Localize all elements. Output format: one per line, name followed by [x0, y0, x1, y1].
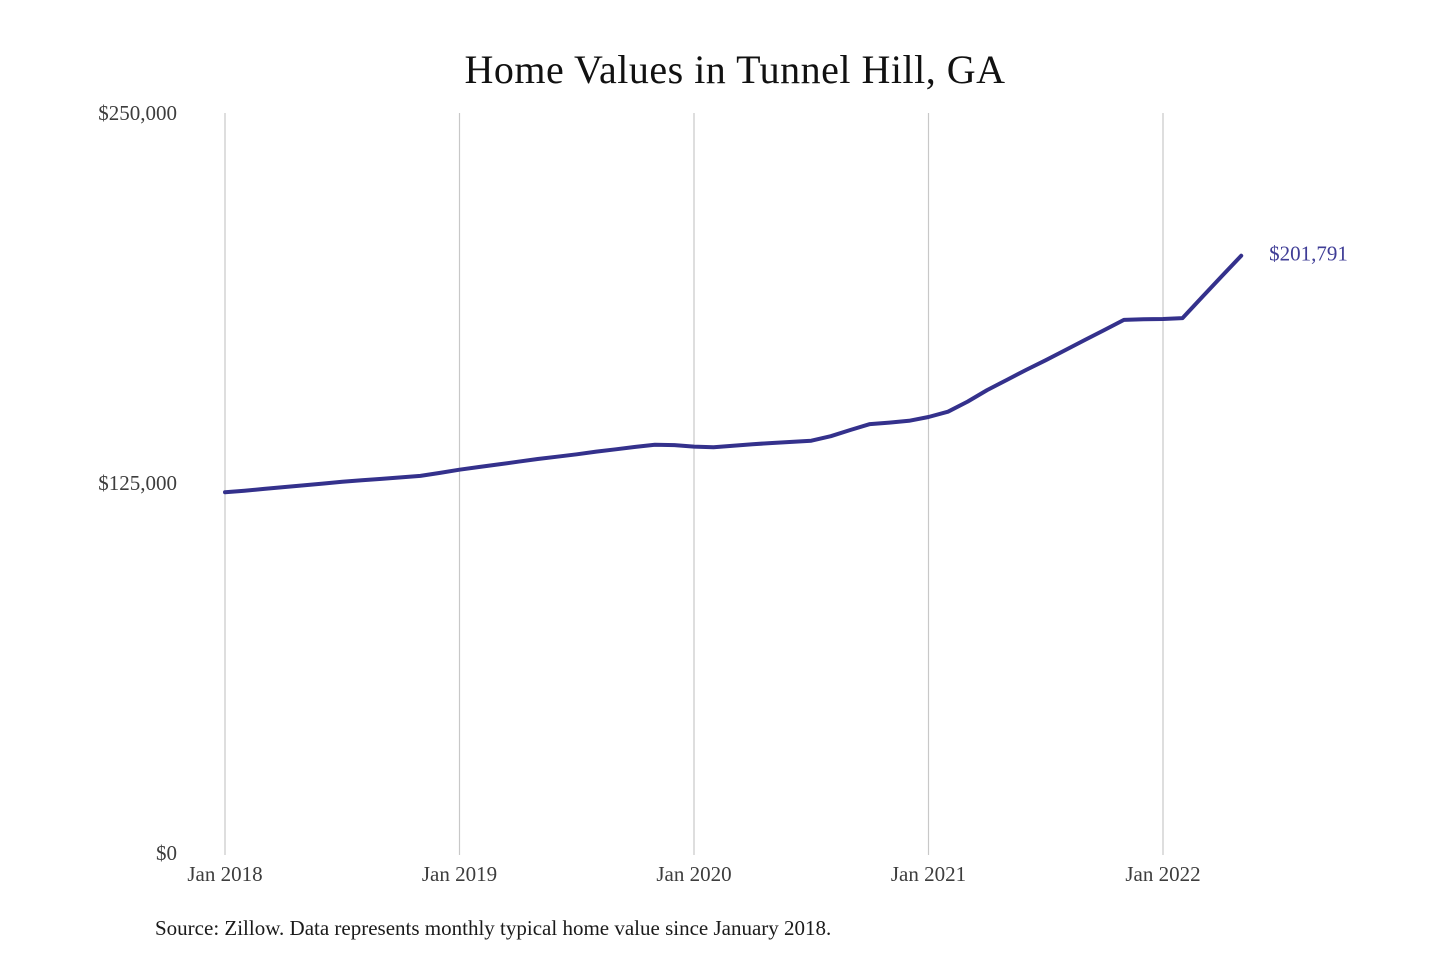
- source-note: Source: Zillow. Data represents monthly …: [155, 916, 832, 940]
- x-axis-tick-label: Jan 2022: [1125, 862, 1200, 886]
- x-axis-tick-label: Jan 2019: [422, 862, 497, 886]
- y-axis-tick-label: $250,000: [98, 101, 177, 125]
- y-axis-tick-label: $0: [156, 841, 177, 865]
- home-value-line: [223, 253, 1244, 495]
- y-axis-tick-label: $125,000: [98, 471, 177, 495]
- x-axis-tick-label: Jan 2021: [891, 862, 966, 886]
- x-axis-tick-label: Jan 2018: [187, 862, 262, 886]
- end-value-label: $201,791: [1269, 242, 1348, 266]
- chart-title: Home Values in Tunnel Hill, GA: [464, 47, 1006, 92]
- x-axis-tick-label: Jan 2020: [656, 862, 731, 886]
